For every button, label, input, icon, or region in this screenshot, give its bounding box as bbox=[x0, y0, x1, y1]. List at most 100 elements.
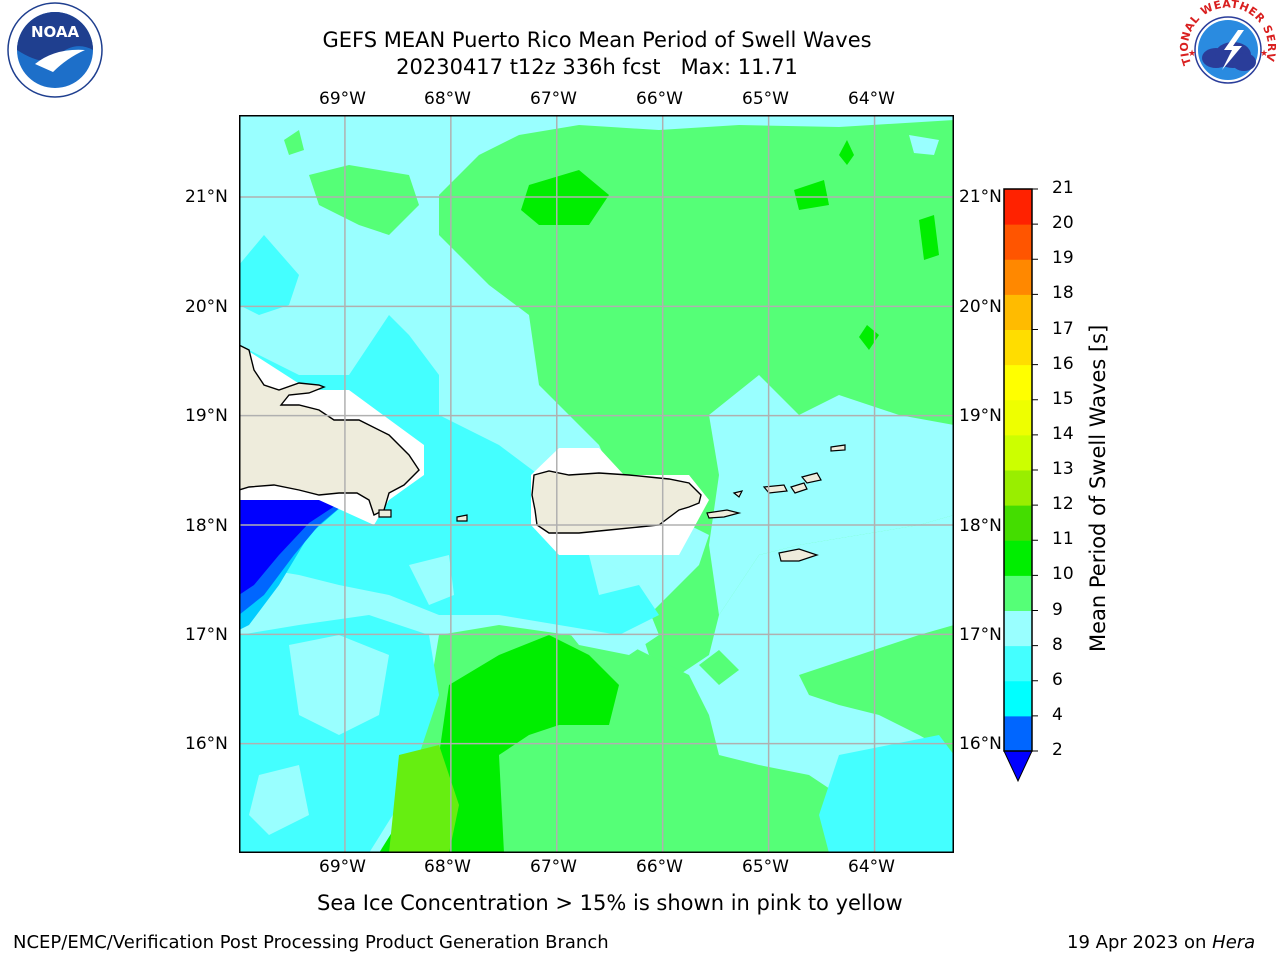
land-anegada bbox=[830, 444, 846, 452]
swell-contour-9-10-south-east bbox=[799, 625, 954, 755]
swell-contour-10-11-ne-1 bbox=[794, 180, 829, 210]
land-isla-saona bbox=[456, 514, 468, 522]
land-culebra bbox=[732, 490, 744, 498]
colorbar-segment-19-20 bbox=[1004, 224, 1032, 260]
colorbar-label-8: 8 bbox=[1052, 634, 1063, 655]
colorbar-label-10: 10 bbox=[1052, 564, 1074, 585]
map-panel[interactable] bbox=[239, 115, 954, 853]
colorbar bbox=[998, 186, 1038, 786]
swell-contour-6-8-northwest bbox=[239, 235, 299, 315]
colorbar-label-9: 9 bbox=[1052, 599, 1063, 620]
colorbar-label-13: 13 bbox=[1052, 459, 1074, 479]
footer-credit: NCEP/EMC/Verification Post Processing Pr… bbox=[13, 932, 609, 953]
swell-contour-9-10-patch-5 bbox=[699, 650, 739, 685]
swell-contour-8-9-hole-2 bbox=[909, 135, 939, 155]
lat-tick-left-18n: 18°N bbox=[185, 516, 228, 536]
colorbar-label-14: 14 bbox=[1052, 423, 1074, 444]
swell-contour-11-12 bbox=[389, 745, 459, 853]
lat-tick-right-19n: 19°N bbox=[959, 406, 1002, 426]
lon-tick-top-66w: 66°W bbox=[636, 89, 683, 109]
colorbar-segment-10-11 bbox=[1004, 540, 1032, 576]
map-frame bbox=[239, 115, 954, 853]
colorbar-segment-4-6 bbox=[1004, 680, 1032, 717]
colorbar-segment-14-15 bbox=[1004, 399, 1032, 436]
colorbar-segment-16-17 bbox=[1004, 329, 1032, 366]
lon-tick-top-69w: 69°W bbox=[319, 89, 366, 109]
lon-tick-top-67w: 67°W bbox=[530, 89, 577, 109]
lon-tick-bottom-65w: 65°W bbox=[742, 857, 789, 877]
lat-tick-left-21n: 21°N bbox=[185, 187, 228, 207]
lat-tick-right-17n: 17°N bbox=[959, 625, 1002, 645]
land-st-thomas bbox=[762, 484, 788, 494]
lon-tick-bottom-67w: 67°W bbox=[530, 857, 577, 877]
swell-contour-under-2 bbox=[239, 500, 344, 595]
title-line-1: GEFS MEAN Puerto Rico Mean Period of Swe… bbox=[322, 28, 872, 52]
lon-tick-bottom-68w: 68°W bbox=[424, 857, 471, 877]
nws-ring-text: NATIONAL WEATHER SERVICE bbox=[1173, 0, 1278, 100]
colorbar-label-18: 18 bbox=[1052, 283, 1074, 304]
land-st-john bbox=[790, 482, 808, 494]
land-puerto-rico bbox=[531, 470, 702, 534]
svg-text:★: ★ bbox=[1188, 49, 1196, 59]
map-canvas bbox=[239, 115, 954, 853]
lat-tick-right-16n: 16°N bbox=[959, 734, 1002, 754]
swell-contour-6-8-south-east bbox=[819, 735, 954, 853]
colorbar-segment-8-9 bbox=[1004, 610, 1032, 647]
land-hispaniola bbox=[239, 344, 420, 516]
svg-text:NATIONAL WEATHER SERVICE: NATIONAL WEATHER SERVICE bbox=[1178, 0, 1278, 67]
lat-tick-left-20n: 20°N bbox=[185, 297, 228, 317]
noaa-logo: NOAA bbox=[5, 0, 105, 100]
colorbar-segment-13-14 bbox=[1004, 434, 1032, 471]
sea-ice-caption: Sea Ice Concentration > 15% is shown in … bbox=[317, 891, 903, 915]
colorbar-label-16: 16 bbox=[1052, 353, 1074, 374]
lon-tick-bottom-64w: 64°W bbox=[848, 857, 895, 877]
colorbar-segment-9-10 bbox=[1004, 575, 1032, 611]
land-hispaniola-bay bbox=[378, 509, 392, 518]
colorbar-label-20: 20 bbox=[1052, 213, 1074, 234]
lon-tick-top-64w: 64°W bbox=[848, 89, 895, 109]
land-tortola bbox=[800, 472, 822, 484]
lon-tick-top-68w: 68°W bbox=[424, 89, 471, 109]
swell-contour-8-9-islet-3 bbox=[409, 555, 454, 605]
lat-tick-left-17n: 17°N bbox=[185, 625, 228, 645]
nws-ring-label: NATIONAL WEATHER SERVICE bbox=[1173, 0, 1277, 67]
colorbar-segment-11-12 bbox=[1004, 505, 1032, 541]
nws-logo: ★ ★ NATIONAL WEATHER SERVICE bbox=[1173, 0, 1278, 100]
colorbar-label-6: 6 bbox=[1052, 669, 1063, 690]
lat-tick-right-21n: 21°N bbox=[959, 187, 1002, 207]
colorbar-label-4: 4 bbox=[1052, 704, 1063, 725]
colorbar-segment-20-21 bbox=[1004, 189, 1032, 225]
title-line-2: 20230417 t12z 336h fcst Max: 11.71 bbox=[396, 55, 798, 79]
swell-contour-8-9-islet-2 bbox=[249, 765, 309, 835]
colorbar-label-11: 11 bbox=[1052, 529, 1074, 550]
lat-tick-left-16n: 16°N bbox=[185, 734, 228, 754]
lon-tick-bottom-66w: 66°W bbox=[636, 857, 683, 877]
swell-contour-10-11-ne-2 bbox=[919, 215, 939, 260]
footer-date-text: 19 Apr 2023 on bbox=[1067, 932, 1213, 953]
lat-tick-right-18n: 18°N bbox=[959, 516, 1002, 536]
swell-contour-10-11-ne-4 bbox=[839, 140, 854, 165]
colorbar-segment-2-4 bbox=[1004, 715, 1032, 752]
colorbar-extend-min bbox=[1003, 750, 1033, 783]
svg-text:★: ★ bbox=[1260, 49, 1268, 59]
land-st-croix bbox=[778, 548, 819, 562]
map-gridlines bbox=[239, 115, 954, 853]
colorbar-segment-18-19 bbox=[1004, 259, 1032, 295]
colorbar-label-17: 17 bbox=[1052, 318, 1074, 339]
swell-contour-9-10-patch-2 bbox=[284, 130, 304, 155]
swell-contour-9-10-patch-1 bbox=[309, 165, 419, 235]
colorbar-label-19: 19 bbox=[1052, 248, 1074, 269]
lat-tick-right-20n: 20°N bbox=[959, 297, 1002, 317]
swell-contour-8-9-hole-1 bbox=[709, 375, 954, 615]
footer-host: Hera bbox=[1212, 932, 1256, 953]
footer-date: 19 Apr 2023 on Hera bbox=[1067, 932, 1255, 953]
colorbar-label-12: 12 bbox=[1052, 494, 1074, 515]
colorbar-title: Mean Period of Swell Waves [s] bbox=[1086, 324, 1110, 652]
land-vieques bbox=[706, 509, 742, 519]
colorbar-label-21: 21 bbox=[1052, 178, 1074, 198]
colorbar-segment-12-13 bbox=[1004, 470, 1032, 506]
colorbar-segment-15-16 bbox=[1004, 364, 1032, 401]
lon-tick-top-65w: 65°W bbox=[742, 89, 789, 109]
colorbar-label-15: 15 bbox=[1052, 388, 1074, 409]
colorbar-labels: 2 4 6 8 9 10 11 12 13 14 15 16 17 18 19 20 21 bbox=[1052, 0, 1112, 960]
